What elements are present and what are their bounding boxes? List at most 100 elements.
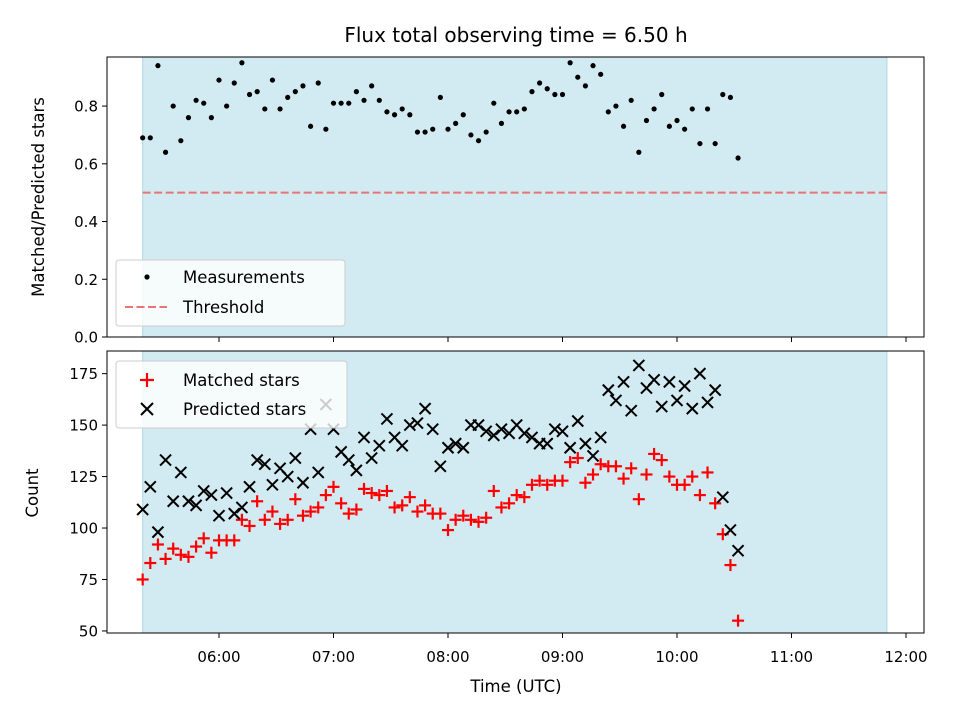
matched-star-point (594, 458, 607, 471)
predicted-star-point (571, 414, 584, 428)
x-tick-label: 10:00 (655, 648, 698, 666)
x-tick-label: 08:00 (426, 648, 469, 666)
legend-measurements-marker (144, 274, 150, 280)
matched-star-point (571, 452, 584, 465)
measurement-point (162, 149, 169, 155)
measurement-point (659, 91, 665, 98)
legend-predicted-marker (140, 402, 154, 416)
bottom-panel: 50 75 100 125 150 175 06:00 07:00 08:00 09:00 10:… (23, 350, 928, 696)
measurement-point (582, 83, 589, 89)
top-y-tick-label: 0.6 (74, 155, 98, 173)
matched-star-point (732, 614, 745, 627)
measurement-point (285, 94, 291, 101)
legend-measurements-label: Measurements (183, 268, 305, 287)
predicted-star-point (708, 383, 722, 397)
measurement-point (697, 140, 703, 147)
matched-star-point (686, 470, 699, 483)
measurement-point (323, 126, 329, 132)
matched-star-point (724, 559, 737, 572)
measurement-point (292, 89, 298, 95)
measurement-point (445, 126, 451, 132)
matched-star-point (228, 534, 241, 547)
predicted-star-point (342, 453, 355, 467)
measurement-point (254, 89, 260, 95)
predicted-star-point (487, 429, 501, 442)
matched-star-point (693, 489, 706, 502)
matched-star-point (281, 513, 294, 526)
matched-star-point (350, 503, 363, 516)
x-tick-label: 06:00 (197, 648, 240, 666)
matched-star-point (632, 493, 645, 506)
predicted-star-point (548, 423, 562, 436)
bottom-y-tick-label: 50 (79, 622, 98, 640)
matched-star-point (182, 550, 195, 563)
predicted-star-point (586, 449, 600, 463)
measurement-point (414, 129, 421, 135)
top-axes-frame (106, 56, 925, 338)
matched-star-point (296, 509, 309, 522)
predicted-star-point (296, 476, 310, 489)
measurement-point (498, 120, 505, 126)
measurement-point (651, 106, 657, 112)
measurement-point (308, 123, 314, 129)
matched-star-point (518, 491, 531, 504)
top-y-tick-label: 0.2 (74, 271, 98, 289)
measurement-point (529, 89, 535, 95)
measurement-point (613, 103, 619, 109)
measurement-point (246, 91, 253, 98)
measurement-point (430, 126, 436, 132)
bottom-x-ticks: 06:00 07:00 08:00 09:00 10:00 11:00 12:00 (197, 633, 928, 666)
matched-star-point (396, 499, 409, 512)
predicted-star-point (609, 394, 623, 407)
matched-star-point (525, 478, 538, 491)
matched-star-point (510, 489, 523, 502)
measurement-point (201, 100, 207, 106)
predicted-star-point (312, 466, 325, 479)
measurement-point (636, 149, 642, 155)
matched-star-point (709, 497, 722, 510)
measurement-point (521, 106, 527, 112)
matched-star-point (579, 476, 592, 489)
measurement-point (552, 91, 558, 98)
measurement-point (155, 63, 161, 69)
measurement-point (628, 97, 634, 103)
matched-star-point (678, 478, 691, 491)
matched-star-point (335, 497, 348, 510)
predicted-star-point (525, 431, 539, 444)
matched-star-point (480, 511, 493, 524)
matched-star-point (556, 474, 569, 487)
legend-matched-marker (140, 373, 154, 387)
predicted-star-point (373, 439, 386, 452)
top-legend-frame (115, 259, 346, 327)
bottom-y-tick-label: 75 (79, 571, 98, 589)
matched-star-point (190, 540, 203, 553)
measurement-point (399, 106, 405, 112)
matched-star-point (342, 507, 355, 520)
legend-matched-label: Matched stars (183, 371, 300, 390)
predicted-star-point (518, 427, 531, 440)
measurement-point (727, 94, 734, 101)
predicted-star-point (541, 437, 554, 450)
measurement-point (369, 83, 375, 89)
predicted-star-point (647, 373, 661, 387)
measurement-point (208, 115, 214, 121)
chart-title: Flux total observing time = 6.50 h (344, 23, 687, 47)
measurement-point (315, 80, 321, 86)
measurement-point (224, 103, 230, 109)
matched-star-point (564, 456, 577, 469)
predicted-star-point (686, 402, 699, 415)
measurement-point (620, 123, 627, 129)
measurement-point (735, 155, 741, 161)
predicted-star-point (258, 458, 272, 471)
measurement-point (330, 100, 337, 106)
bottom-y-axis-label: Count (23, 468, 42, 518)
top-legend: Measurements Threshold (115, 259, 346, 327)
predicted-star-point (136, 503, 149, 516)
matched-star-point (655, 454, 668, 467)
measurement-point (689, 106, 695, 112)
predicted-star-point (365, 451, 378, 465)
bottom-y-tick-label: 100 (69, 520, 98, 538)
predicted-star-point (624, 404, 638, 417)
measurement-point (575, 74, 581, 80)
matched-star-point (251, 495, 264, 508)
